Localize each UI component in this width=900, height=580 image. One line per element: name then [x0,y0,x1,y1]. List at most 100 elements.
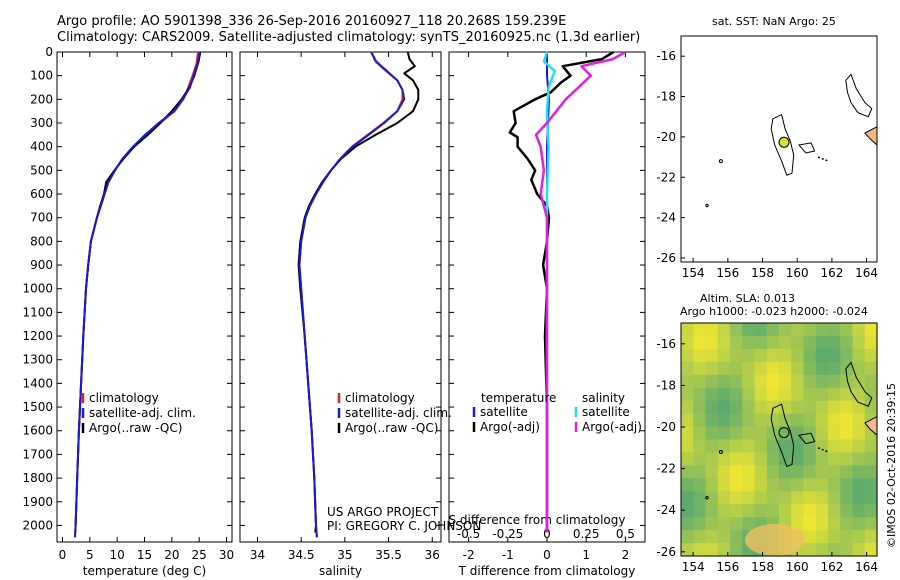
sla-cell [803,348,817,363]
sla-cell [840,530,854,544]
sla-cell [705,504,719,518]
depth-tick-label: 2000 [22,518,53,532]
temperature-legend-label: satellite-adj. clim. [89,406,196,420]
sla-cell [717,452,731,466]
sla-map-ytick-label: -20 [656,420,676,434]
difference-legend-title-temp: temperature [481,391,556,405]
sla-map-title-1: Altim. SLA: 0.013 [700,292,796,305]
sla-cell [828,517,841,531]
sla-cell [864,323,878,337]
sla-cell [681,530,694,544]
sla-cell [730,530,743,544]
depth-tick-label: 1500 [22,400,53,414]
sla-cell [779,361,792,376]
sla-cell [803,374,817,389]
sla-cell [852,491,866,505]
sla-cell [754,335,768,350]
sst-map-xtick-label: 164 [855,266,878,280]
depth-tick-label: 800 [30,234,53,248]
sla-cell [803,504,817,518]
sla-cell [717,426,731,441]
salinity-legend-label: climatology [345,391,415,405]
sla-cell [681,374,694,389]
sla-cell [730,426,743,441]
sst-map-ytick-label: -20 [656,130,676,144]
sla-cell [705,530,719,544]
sla-cell [693,361,707,376]
sla-islet [718,449,723,454]
sla-cell [693,439,707,454]
sla-cell [766,323,780,337]
difference-xtick-label: 1 [582,548,590,562]
depth-tick-label: 1900 [22,495,53,509]
sla-map-ytick-label: -24 [656,503,676,517]
sla-cell [815,478,829,492]
sla-cell [828,374,841,389]
sla-cell [828,504,841,518]
sla-cell [681,335,694,350]
sla-cell [791,478,805,492]
depth-tick-label: 1000 [22,282,53,296]
sla-cell [730,323,743,337]
sla-cell [693,335,707,350]
sla-cell [779,465,792,479]
sla-cell [705,400,719,415]
sla-cell [840,348,854,363]
salinity-xtick-label: 36 [425,548,440,562]
sla-cell [803,530,817,544]
sla-cell [840,465,854,479]
sla-reef-outline [797,432,816,445]
sla-cell [681,504,694,518]
sla-cell [730,374,743,389]
sla-cell [803,439,817,454]
sla-cell [754,465,768,479]
salinity-satellite-line [298,51,406,538]
temperature-xtick-label: 15 [137,548,152,562]
sst-dotted-reef [817,156,829,162]
sla-cell [705,452,719,466]
sst-map [680,35,878,263]
sla-cell [754,400,768,415]
difference-x2tick-label: 0.5 [616,527,635,541]
sla-map-xtick-label: 164 [855,560,878,574]
sla-cell [852,465,866,479]
sla-cell [717,491,731,505]
sla-map [680,322,878,557]
sla-cell [766,387,780,402]
salinity-frame [239,51,442,543]
sla-cell [717,439,731,454]
sla-cell [742,517,756,531]
sst-map-ytick-label: -16 [656,49,676,63]
sla-map-xtick-label: 162 [820,560,843,574]
salinity-climatology-line [298,51,404,538]
sla-cell [864,452,878,466]
sla-cell [803,465,817,479]
sla-cell [852,361,866,376]
sla-cell [705,361,719,376]
sla-cell [742,465,756,479]
sla-cell [828,530,841,544]
credit-pi: PI: GREGORY C. JOHNSON [327,519,482,533]
sla-cell [803,517,817,531]
temperature-xtick-label: 5 [86,548,94,562]
sla-argo-position-marker [778,427,790,439]
sla-cell [742,400,756,415]
sla-cell [779,374,792,389]
sla-cell [693,400,707,415]
sla-cell [779,323,792,337]
sla-cell [864,543,878,557]
sla-cell [815,517,829,531]
sla-cell [840,543,854,557]
sla-cell [742,348,756,363]
sla-cell [681,543,694,557]
sla-map-frame [680,322,878,557]
sla-cell [852,478,866,492]
sla-cell [705,335,719,350]
depth-tick-label: 300 [30,116,53,130]
sla-cell [730,400,743,415]
sla-cell [803,413,817,428]
depth-tick-label: 1400 [22,376,53,390]
difference-legend-temp-label: satellite [480,405,528,419]
sla-cell [852,530,866,544]
sla-cell [681,387,694,402]
